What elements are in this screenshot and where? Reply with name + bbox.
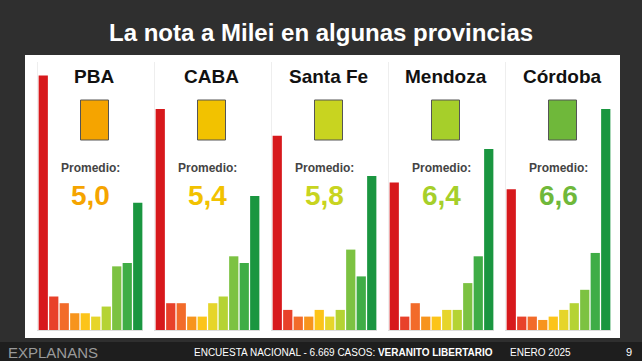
svg-text:6,6: 6,6	[539, 180, 578, 211]
svg-text:5,0: 5,0	[71, 180, 110, 211]
svg-text:ENERO 2025: ENERO 2025	[510, 347, 571, 358]
svg-text:Promedio:: Promedio:	[178, 161, 237, 175]
svg-text:Promedio:: Promedio:	[61, 161, 120, 175]
svg-text:9: 9	[626, 346, 632, 358]
svg-text:ENCUESTA NACIONAL - 6.669 CASO: ENCUESTA NACIONAL - 6.669 CASOS: VERANIT…	[194, 347, 493, 358]
svg-text:5,4: 5,4	[188, 180, 227, 211]
svg-text:6,4: 6,4	[422, 180, 461, 211]
svg-text:CABA: CABA	[184, 66, 239, 87]
svg-text:Santa Fe: Santa Fe	[289, 66, 368, 87]
svg-text:5,8: 5,8	[305, 180, 344, 211]
svg-text:PBA: PBA	[74, 66, 114, 87]
svg-text:Promedio:: Promedio:	[529, 161, 588, 175]
svg-text:Promedio:: Promedio:	[412, 161, 471, 175]
svg-text:EXPLANANS: EXPLANANS	[8, 344, 98, 361]
svg-text:Mendoza: Mendoza	[405, 66, 487, 87]
svg-text:Promedio:: Promedio:	[295, 161, 354, 175]
svg-text:Córdoba: Córdoba	[523, 66, 602, 87]
svg-text:La nota a Milei en algunas pro: La nota a Milei en algunas provincias	[109, 19, 533, 46]
